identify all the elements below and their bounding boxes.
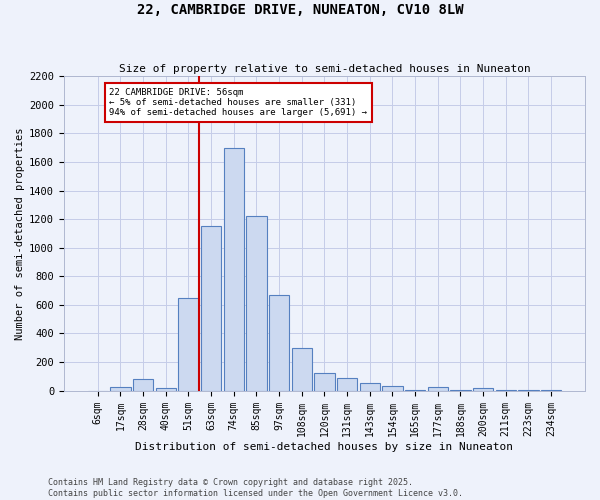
Bar <box>110 387 131 390</box>
X-axis label: Distribution of semi-detached houses by size in Nuneaton: Distribution of semi-detached houses by … <box>136 442 514 452</box>
Bar <box>359 384 380 390</box>
Bar <box>133 379 154 390</box>
Y-axis label: Number of semi-detached properties: Number of semi-detached properties <box>15 127 25 340</box>
Bar <box>155 388 176 390</box>
Bar <box>224 148 244 390</box>
Text: Contains HM Land Registry data © Crown copyright and database right 2025.
Contai: Contains HM Land Registry data © Crown c… <box>48 478 463 498</box>
Bar <box>382 386 403 390</box>
Bar <box>269 295 289 390</box>
Bar <box>314 372 335 390</box>
Bar <box>178 298 199 390</box>
Bar <box>428 387 448 390</box>
Bar <box>201 226 221 390</box>
Bar <box>292 348 312 391</box>
Text: 22, CAMBRIDGE DRIVE, NUNEATON, CV10 8LW: 22, CAMBRIDGE DRIVE, NUNEATON, CV10 8LW <box>137 2 463 16</box>
Bar <box>337 378 358 390</box>
Title: Size of property relative to semi-detached houses in Nuneaton: Size of property relative to semi-detach… <box>119 64 530 74</box>
Text: 22 CAMBRIDGE DRIVE: 56sqm
← 5% of semi-detached houses are smaller (331)
94% of : 22 CAMBRIDGE DRIVE: 56sqm ← 5% of semi-d… <box>109 88 367 118</box>
Bar <box>246 216 266 390</box>
Bar <box>473 388 493 390</box>
